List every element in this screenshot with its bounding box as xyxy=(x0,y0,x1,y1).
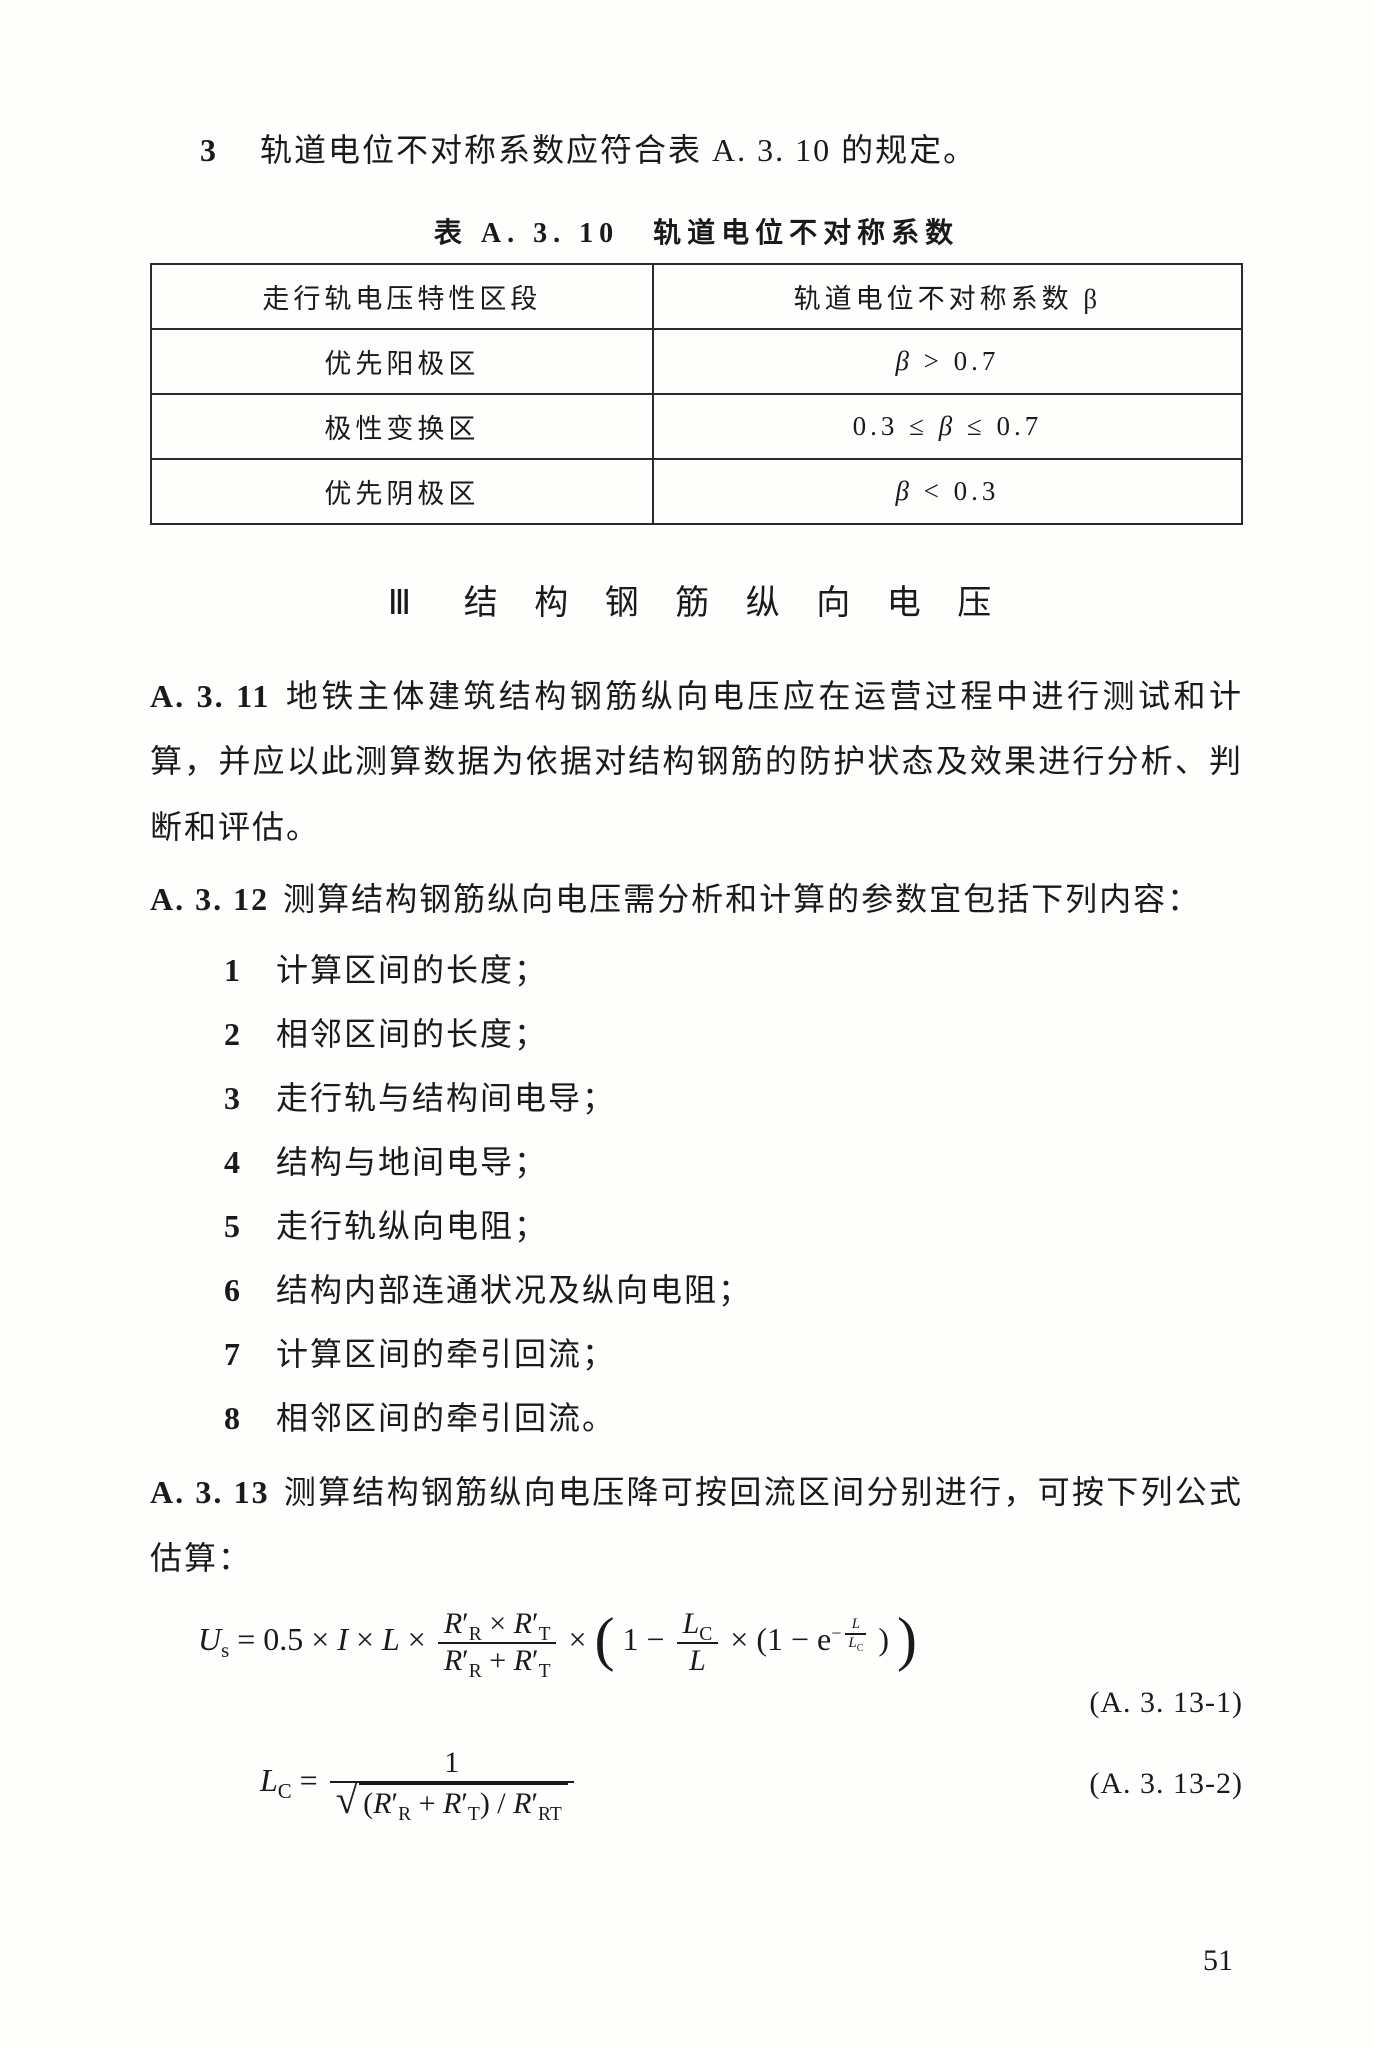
equation-a-3-13-1: Us = 0.5 × I × L × R′R × R′T R′R + R′T ×… xyxy=(150,1607,1243,1678)
intro-clause: 3 轨道电位不对称系数应符合表 A. 3. 10 的规定。 xyxy=(200,120,1243,181)
list-item: 5走行轨纵向电阻； xyxy=(224,1194,1243,1258)
cell-beta: β > 0.7 xyxy=(653,329,1242,394)
clause-number: A. 3. 11 xyxy=(150,678,270,714)
list-text: 走行轨纵向电阻； xyxy=(276,1208,548,1244)
cell-section: 极性变换区 xyxy=(151,394,653,459)
table-header-row: 走行轨电压特性区段 轨道电位不对称系数 β xyxy=(151,264,1242,329)
equation-body: Us = 0.5 × I × L × R′R × R′T R′R + R′T ×… xyxy=(198,1607,917,1678)
list-item: 7计算区间的牵引回流； xyxy=(224,1322,1243,1386)
document-page: 3 轨道电位不对称系数应符合表 A. 3. 10 的规定。 表 A. 3. 10… xyxy=(0,0,1373,2048)
clause-number: A. 3. 13 xyxy=(150,1474,270,1510)
list-item: 3走行轨与结构间电导； xyxy=(224,1066,1243,1130)
table-row: 优先阳极区 β > 0.7 xyxy=(151,329,1242,394)
page-number: 51 xyxy=(1203,1944,1233,1978)
list-item: 4结构与地间电导； xyxy=(224,1130,1243,1194)
equation-label-2: (A. 3. 13-2) xyxy=(1049,1767,1243,1801)
list-text: 计算区间的牵引回流； xyxy=(276,1336,616,1372)
list-item: 2相邻区间的长度； xyxy=(224,1002,1243,1066)
clause-number: A. 3. 12 xyxy=(150,881,269,917)
list-num: 3 xyxy=(224,1066,276,1130)
clause-a-3-13: A. 3. 13测算结构钢筋纵向电压降可按回流区间分别进行，可按下列公式估算： xyxy=(150,1460,1243,1591)
list-text: 计算区间的长度； xyxy=(276,952,548,988)
cell-section: 优先阳极区 xyxy=(151,329,653,394)
list-item: 6结构内部连通状况及纵向电阻； xyxy=(224,1258,1243,1322)
intro-text: 轨道电位不对称系数应符合表 A. 3. 10 的规定。 xyxy=(260,132,977,168)
list-text: 走行轨与结构间电导； xyxy=(276,1080,616,1116)
list-num: 7 xyxy=(224,1322,276,1386)
list-num: 4 xyxy=(224,1130,276,1194)
list-num: 2 xyxy=(224,1002,276,1066)
intro-number: 3 xyxy=(200,120,250,181)
list-item: 8相邻区间的牵引回流。 xyxy=(224,1386,1243,1450)
clause-12-list: 1计算区间的长度； 2相邻区间的长度； 3走行轨与结构间电导； 4结构与地间电导… xyxy=(150,938,1243,1450)
list-text: 结构内部连通状况及纵向电阻； xyxy=(276,1272,752,1308)
table-row: 极性变换区 0.3 ≤ β ≤ 0.7 xyxy=(151,394,1242,459)
col-header-beta: 轨道电位不对称系数 β xyxy=(653,264,1242,329)
equation-a-3-13-2: LC = 1 √ (R′R + R′T) / R′RT (A. 3. 13-2) xyxy=(150,1746,1243,1821)
list-text: 结构与地间电导； xyxy=(276,1144,548,1180)
list-text: 相邻区间的牵引回流。 xyxy=(276,1400,616,1436)
formula-block: Us = 0.5 × I × L × R′R × R′T R′R + R′T ×… xyxy=(150,1607,1243,1821)
list-num: 6 xyxy=(224,1258,276,1322)
asymmetry-table: 走行轨电压特性区段 轨道电位不对称系数 β 优先阳极区 β > 0.7 极性变换… xyxy=(150,263,1243,525)
list-num: 8 xyxy=(224,1386,276,1450)
cell-beta: 0.3 ≤ β ≤ 0.7 xyxy=(653,394,1242,459)
clause-text: 地铁主体建筑结构钢筋纵向电压应在运营过程中进行测试和计算，并应以此测算数据为依据… xyxy=(150,678,1243,845)
cell-beta: β < 0.3 xyxy=(653,459,1242,524)
table-caption: 表 A. 3. 10 轨道电位不对称系数 xyxy=(150,211,1243,251)
section-heading-3: Ⅲ 结 构 钢 筋 纵 向 电 压 xyxy=(150,575,1243,624)
clause-text: 测算结构钢筋纵向电压需分析和计算的参数宜包括下列内容： xyxy=(283,881,1201,917)
clause-a-3-12: A. 3. 12 测算结构钢筋纵向电压需分析和计算的参数宜包括下列内容： xyxy=(150,867,1243,933)
list-item: 1计算区间的长度； xyxy=(224,938,1243,1002)
equation-label-1: (A. 3. 13-1) xyxy=(150,1686,1243,1720)
equation-body: LC = 1 √ (R′R + R′T) / R′RT xyxy=(260,1746,578,1821)
section-title: 结 构 钢 筋 纵 向 电 压 xyxy=(464,585,1006,622)
list-num: 5 xyxy=(224,1194,276,1258)
clause-text: 测算结构钢筋纵向电压降可按回流区间分别进行，可按下列公式估算： xyxy=(150,1474,1243,1576)
roman-numeral: Ⅲ xyxy=(388,585,411,622)
cell-section: 优先阴极区 xyxy=(151,459,653,524)
list-num: 1 xyxy=(224,938,276,1002)
table-row: 优先阴极区 β < 0.3 xyxy=(151,459,1242,524)
list-text: 相邻区间的长度； xyxy=(276,1016,548,1052)
col-header-section: 走行轨电压特性区段 xyxy=(151,264,653,329)
clause-a-3-11: A. 3. 11地铁主体建筑结构钢筋纵向电压应在运营过程中进行测试和计算，并应以… xyxy=(150,664,1243,861)
